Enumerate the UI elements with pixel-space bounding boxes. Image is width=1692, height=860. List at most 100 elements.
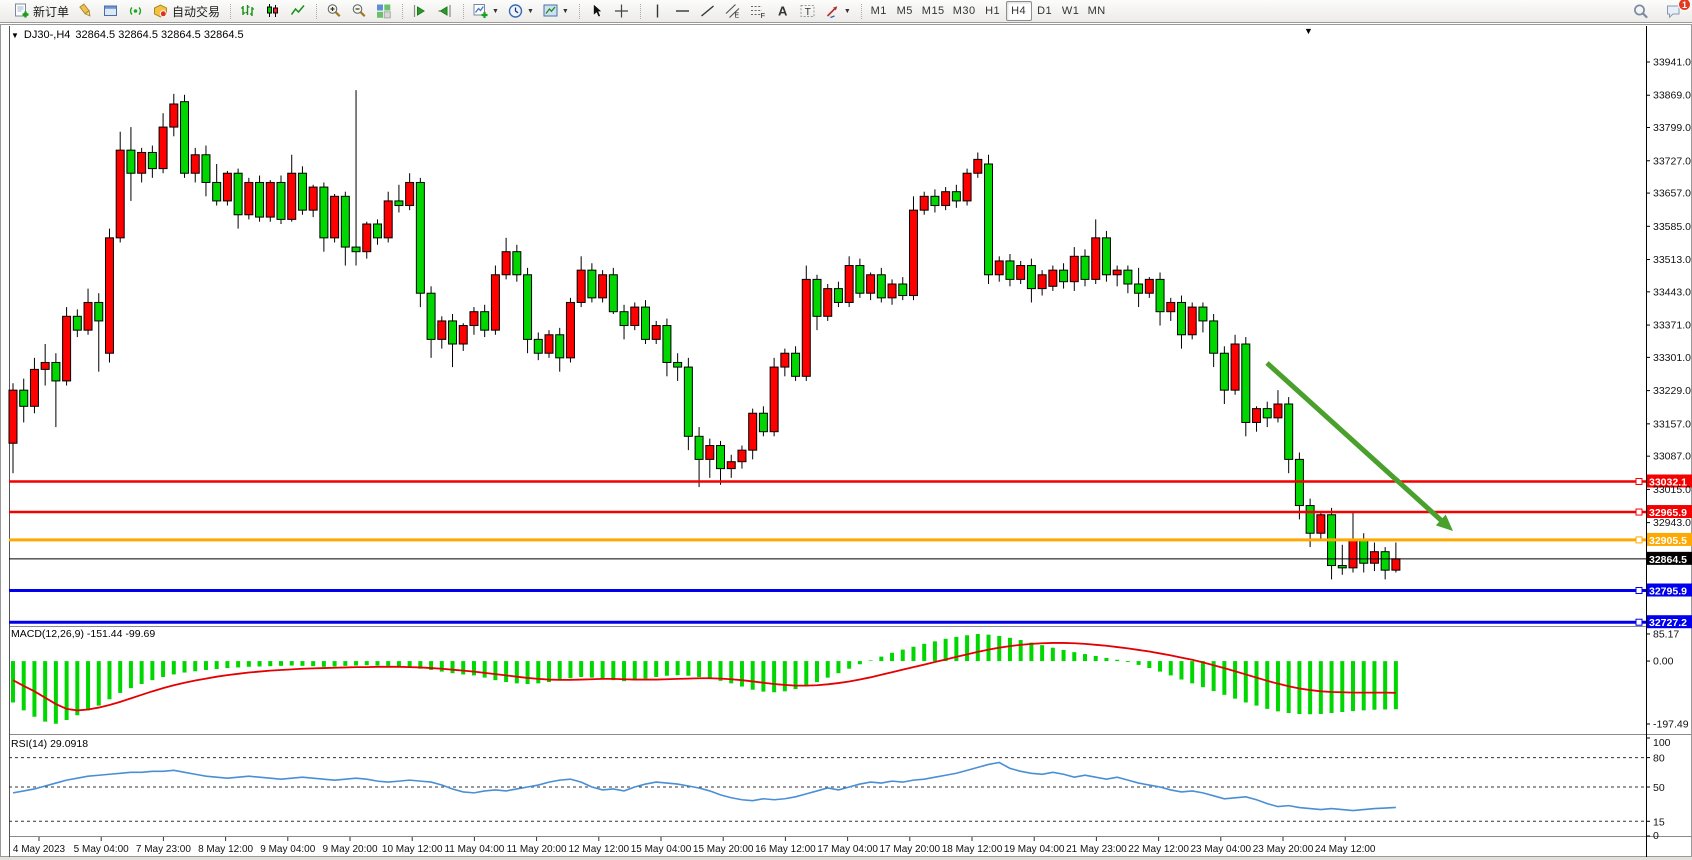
- tile-windows-icon: [377, 4, 391, 19]
- tf-mn[interactable]: MN: [1084, 1, 1110, 21]
- svg-text:33087.0: 33087.0: [1653, 451, 1691, 463]
- candle: [1337, 544, 1347, 575]
- cursor-button[interactable]: [584, 1, 609, 21]
- chat-button[interactable]: 1: [1661, 0, 1691, 21]
- notification-badge: 1: [1678, 0, 1691, 11]
- crosshair-button[interactable]: [609, 1, 634, 21]
- candle: [608, 267, 618, 314]
- arrows-button[interactable]: ▼: [820, 1, 855, 21]
- chart-shift-button[interactable]: [432, 1, 457, 21]
- svg-text:33229.0: 33229.0: [1653, 385, 1691, 397]
- time-axis-label: 11 May 20:00: [507, 844, 567, 855]
- svg-text:33869.0: 33869.0: [1653, 90, 1691, 102]
- market-watch-button[interactable]: [98, 1, 123, 21]
- down-arrow-object[interactable]: [1265, 361, 1453, 531]
- zoom-out-button[interactable]: [346, 1, 371, 21]
- hline-handle[interactable]: [1635, 508, 1643, 516]
- toolbar-group-scroll: [400, 0, 461, 23]
- candle: [72, 309, 82, 338]
- svg-text:33585.0: 33585.0: [1653, 221, 1691, 233]
- time-axis-label: 9 May 04:00: [260, 844, 315, 855]
- auto-scroll-button[interactable]: [407, 1, 432, 21]
- template-icon: [543, 4, 558, 17]
- candle: [62, 307, 72, 386]
- trendline-button[interactable]: [695, 1, 720, 21]
- candle: [1155, 272, 1165, 326]
- candle: [855, 258, 865, 298]
- vertical-line-button[interactable]: [645, 1, 670, 21]
- candlestick-button[interactable]: [260, 1, 285, 21]
- channel-button[interactable]: E: [720, 1, 745, 21]
- candle: [844, 256, 854, 308]
- chart-menu-arrow[interactable]: ▼: [1304, 26, 1313, 36]
- time-axis-label: 23 May 04:00: [1190, 844, 1251, 855]
- svg-text:32795.9: 32795.9: [1649, 586, 1687, 598]
- fibonacci-button[interactable]: F: [745, 1, 770, 21]
- tf-m1[interactable]: M1: [866, 1, 892, 21]
- tile-windows-button[interactable]: [371, 1, 396, 21]
- candle: [630, 302, 640, 331]
- svg-text:0: 0: [1653, 830, 1659, 842]
- new-order-button[interactable]: 新订单: [9, 1, 73, 21]
- candle: [619, 304, 629, 340]
- new-order-icon: [15, 3, 29, 18]
- time-axis[interactable]: 4 May 2023 5 May 04:00 7 May 23:00 8 May 12…: [13, 837, 1376, 855]
- indicators-button[interactable]: ▼: [468, 1, 503, 21]
- candle: [426, 286, 436, 358]
- tf-d1[interactable]: D1: [1032, 1, 1058, 21]
- chart-canvas[interactable]: 33032.1 32965.9 32905.5 32864.5 32795.9 32727…: [1, 25, 1692, 858]
- time-axis-label: 19 May 04:00: [1004, 844, 1065, 855]
- tf-m15[interactable]: M15: [918, 1, 949, 21]
- hline-handle[interactable]: [1635, 587, 1643, 595]
- svg-text:32905.5: 32905.5: [1649, 535, 1687, 547]
- candle: [737, 445, 747, 469]
- candle: [758, 406, 768, 437]
- periods-button[interactable]: ▼: [503, 1, 538, 21]
- auto-trading-button[interactable]: 自动交易: [148, 1, 224, 21]
- cursor-icon: [593, 3, 603, 18]
- tf-m30[interactable]: M30: [949, 1, 980, 21]
- auto-trading-button-label: 自动交易: [172, 4, 221, 19]
- line-chart-button[interactable]: [285, 1, 310, 21]
- zoom-in-button[interactable]: [321, 1, 346, 21]
- candle: [1176, 295, 1186, 349]
- price-axis[interactable]: 33941.0 33869.0 33799.0 33727.0 33657.0 33585…: [1646, 57, 1691, 530]
- signals-button[interactable]: [123, 1, 148, 21]
- toolbar-group-timeframes: M1 M5 M15 M30 H1 H4 D1 W1 MN: [859, 0, 1114, 23]
- horizontal-line-button[interactable]: [670, 1, 695, 21]
- hline-handle[interactable]: [1635, 536, 1643, 544]
- candle: [576, 256, 586, 308]
- time-axis-label: 16 May 12:00: [755, 844, 816, 855]
- svg-text:33799.0: 33799.0: [1653, 122, 1691, 134]
- candle: [40, 344, 50, 386]
- tf-m5[interactable]: M5: [892, 1, 918, 21]
- chart-window[interactable]: 33032.1 32965.9 32905.5 32864.5 32795.9 32727…: [0, 24, 1692, 857]
- templates-button[interactable]: ▼: [538, 1, 573, 21]
- tf-h1[interactable]: H1: [980, 1, 1006, 21]
- label-button[interactable]: T: [795, 1, 820, 21]
- hline-handle[interactable]: [1635, 477, 1643, 485]
- hline-handle[interactable]: [1635, 618, 1643, 626]
- candle: [1294, 452, 1304, 520]
- toolbar-right: 1: [1628, 0, 1692, 21]
- tf-w1-label: W1: [1061, 5, 1080, 17]
- bar-chart-button[interactable]: [235, 1, 260, 21]
- candlestick-icon: [267, 4, 279, 17]
- svg-text:E: E: [734, 13, 739, 20]
- text-button[interactable]: A: [770, 1, 795, 21]
- search-button[interactable]: [1628, 1, 1653, 21]
- candle: [1316, 512, 1326, 541]
- price-axis-badges: 33032.1 32965.9 32905.5 32864.5 32795.9 32727…: [1647, 474, 1692, 629]
- candle: [115, 131, 125, 243]
- macd-indicator-label: MACD(12,26,9) -151.44 -99.69: [11, 628, 156, 640]
- toolbar-group-objects: E F A T ▼: [638, 0, 859, 23]
- styler-button[interactable]: [73, 1, 98, 21]
- chart-list-arrow[interactable]: ▼: [11, 30, 19, 40]
- candle: [244, 177, 254, 220]
- candle: [769, 357, 779, 437]
- candle: [1059, 263, 1069, 289]
- tf-w1[interactable]: W1: [1058, 1, 1084, 21]
- tf-h4[interactable]: H4: [1005, 1, 1032, 21]
- tf-m5-label: M5: [896, 5, 913, 17]
- svg-text:T: T: [805, 7, 811, 18]
